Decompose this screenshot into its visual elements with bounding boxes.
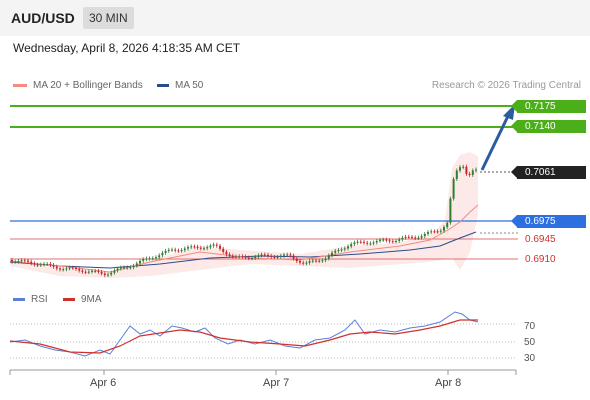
rsi-legend-rsi: RSI	[13, 294, 48, 305]
rsi-line	[9, 311, 479, 357]
legend-label: 9MA	[81, 294, 102, 305]
legend-swatch-icon	[63, 297, 75, 301]
ma50-line	[9, 231, 477, 269]
legend-label: RSI	[31, 294, 48, 305]
legend-label: MA 20 + Bollinger Bands	[33, 80, 143, 91]
timeframe-selector[interactable]: 30 MIN	[83, 7, 134, 29]
x-axis-label: Apr 6	[90, 377, 117, 389]
legend-swatch-icon	[13, 297, 25, 301]
bollinger-band	[10, 152, 478, 278]
target-2-label: 0.7175	[511, 100, 586, 113]
legend-swatch-icon	[13, 83, 27, 87]
rsi-axis-70: 70	[524, 321, 536, 332]
projection-arrow	[480, 115, 510, 171]
x-axis-label: Apr 7	[263, 377, 290, 389]
rsi-axis-30: 30	[524, 353, 536, 364]
rsi-legend-9ma: 9MA	[63, 294, 102, 305]
legend-swatch-icon	[157, 83, 169, 87]
pivot-label: 0.6975	[511, 215, 586, 228]
current-price-label: 0.7061	[511, 166, 586, 179]
timestamp: Wednesday, April 8, 2026 4:18:35 AM CET	[13, 41, 241, 55]
support-1-label: 0.6945	[525, 234, 556, 245]
rsi-9ma-line	[9, 319, 478, 354]
candlesticks	[11, 164, 477, 278]
legend-label: MA 50	[175, 80, 204, 91]
x-axis-label: Apr 8	[435, 377, 462, 389]
symbol-title: AUD/USD	[11, 10, 75, 26]
legend-ma50: MA 50	[157, 80, 203, 91]
chart-header: AUD/USD 30 MIN	[0, 0, 590, 36]
target-1-label: 0.7140	[511, 120, 586, 133]
copyright-text: Research © 2026 Trading Central	[431, 80, 581, 91]
support-2-label: 0.6910	[525, 254, 556, 265]
rsi-axis-50: 50	[524, 337, 536, 348]
legend-ma20-bollinger: MA 20 + Bollinger Bands	[13, 80, 143, 91]
